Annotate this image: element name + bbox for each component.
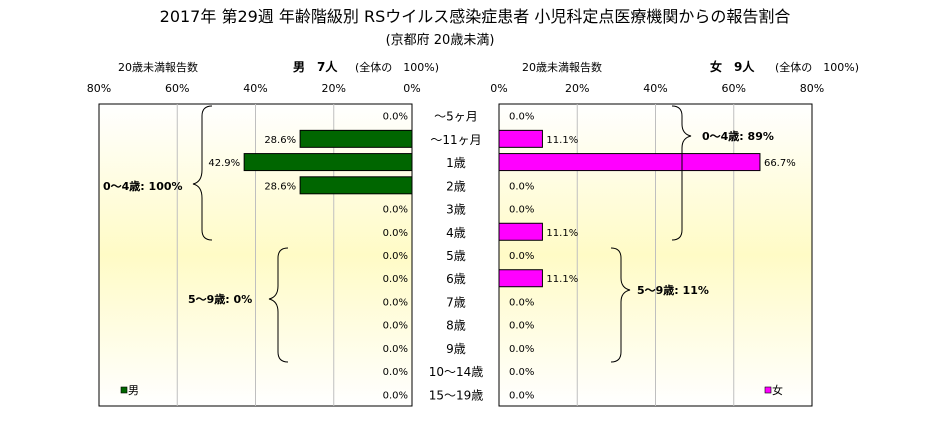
age-category-label: 10～14歳 [429,365,484,379]
male-value-label: 0.0% [383,112,408,123]
female-value-label: 0.0% [509,321,534,332]
female-value-label: 0.0% [509,181,534,192]
age-category-label: 8歳 [446,319,466,333]
chart-title: 2017年 第29週 年齢階級別 RSウイルス感染症患者 小児科定点医療機関から… [160,7,791,26]
left-tick-label: 60% [165,82,189,95]
chart-subtitle: (京都府 20歳未満) [386,33,495,48]
age-category-label: 3歳 [446,203,466,217]
age-category-label: 6歳 [446,272,466,286]
right-header-female-count: 女 9人 [710,59,755,74]
female-value-label: 0.0% [509,390,534,401]
legend-male-swatch [120,386,128,394]
left-header-count-label: 20歳未満報告数 [118,61,198,74]
left-tick-label: 40% [243,82,267,95]
age-category-label: ～5ヶ月 [434,110,478,124]
left-header-male-count: 男 7人 [293,59,338,74]
female-value-label: 0.0% [509,367,534,378]
left-header-share: (全体の 100%) [355,60,439,74]
female-bar [498,153,761,172]
male-bars [243,129,413,195]
right-tick-label: 60% [722,82,746,95]
female-value-label: 0.0% [509,297,534,308]
age-category-label: 9歳 [446,342,466,356]
left-group-label-5-9: 5～9歳: 0% [188,292,252,306]
male-value-label: 42.9% [208,158,240,169]
left-brace-0-4 [192,105,213,241]
female-value-label: 66.7% [764,158,796,169]
male-value-label: 0.0% [383,274,408,285]
left-group-label-0-4: 0～4歳: 100% [103,179,183,193]
male-value-labels: 0.0% 28.6% 42.9% 28.6% 0.0% 0.0% 0.0% 0.0% 0.0% 0… [208,112,408,402]
right-tick-label: 80% [800,82,824,95]
female-value-label: 0.0% [509,251,534,262]
right-group-label-0-4: 0～4歳: 89% [702,129,774,143]
age-category-label: 15～19歳 [429,388,484,402]
age-category-label: 7歳 [446,295,466,309]
male-value-label: 0.0% [383,297,408,308]
right-group-label-5-9: 5～9歳: 11% [637,283,709,297]
legend-male-label: 男 [128,384,139,397]
male-value-label: 0.0% [383,321,408,332]
legend-female-label: 女 [772,383,783,397]
age-category-label: ～11ヶ月 [430,133,481,147]
female-bar [498,222,543,241]
female-value-label: 11.1% [546,135,578,146]
right-tick-label: 20% [565,82,589,95]
left-axis-ticks: 80% 60% 40% 20% 0% [87,82,421,95]
legend-female-swatch [764,386,772,394]
right-header-share: (全体の 100%) [775,60,859,74]
left-tick-label: 0% [403,82,420,95]
right-axis-ticks: 0% 20% 40% 60% 80% [490,82,824,95]
right-tick-label: 40% [643,82,667,95]
female-value-label: 11.1% [546,228,578,239]
age-category-label: 1歳 [446,156,466,170]
age-category-label: 4歳 [446,226,466,240]
female-bar [498,129,543,148]
male-value-label: 0.0% [383,228,408,239]
age-category-labels: ～5ヶ月 ～11ヶ月 1歳 2歳 3歳 4歳 5歳 6歳 7歳 8歳 9歳 10～14歳 15～19歳 [429,110,484,403]
female-bars [498,129,761,288]
male-value-label: 0.0% [383,390,408,401]
female-value-label: 11.1% [546,274,578,285]
male-bar [243,153,413,172]
age-category-label: 2歳 [446,179,466,193]
male-value-label: 0.0% [383,251,408,262]
right-brace-0-4 [671,105,692,241]
female-value-labels: 0.0% 11.1% 66.7% 0.0% 0.0% 11.1% 0.0% 11.1% 0.0%… [509,112,796,402]
male-value-label: 0.0% [383,367,408,378]
right-header-count-label: 20歳未満報告数 [522,61,602,74]
male-bar [299,176,413,195]
male-value-label: 28.6% [264,181,296,192]
left-tick-label: 80% [87,82,111,95]
right-brace-5-9 [610,247,631,363]
male-value-label: 0.0% [383,205,408,216]
female-value-label: 0.0% [509,344,534,355]
age-category-label: 5歳 [446,249,466,263]
male-value-label: 28.6% [264,135,296,146]
female-value-label: 0.0% [509,205,534,216]
left-brace-5-9 [268,247,289,363]
male-value-label: 0.0% [383,344,408,355]
left-tick-label: 20% [322,82,346,95]
male-bar [299,129,413,148]
female-bar [498,269,543,288]
female-value-label: 0.0% [509,112,534,123]
right-tick-label: 0% [490,82,507,95]
